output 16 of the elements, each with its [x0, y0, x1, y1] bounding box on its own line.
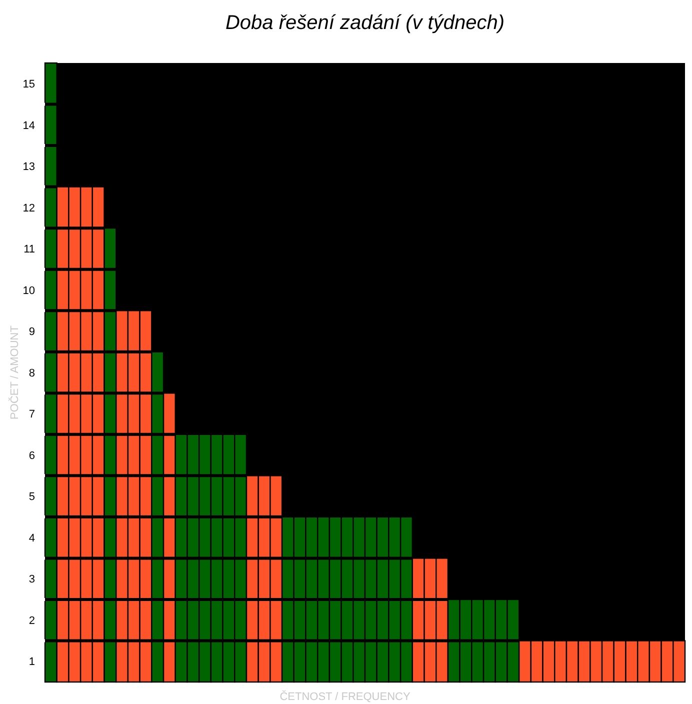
y-tick-label: 3 [28, 574, 35, 586]
y-tick-label: 5 [28, 491, 35, 504]
y-tick-label: 14 [22, 120, 35, 132]
y-tick-label: 6 [28, 450, 35, 462]
y-tick-label: 11 [24, 244, 35, 256]
y-tick-label: 2 [28, 614, 35, 627]
y-tick-label: 8 [28, 367, 35, 380]
y-tick-label: 9 [28, 326, 35, 338]
y-tick-label: 1 [28, 656, 35, 668]
chart-title: Doba řešení zadání (v týdnech) [225, 12, 505, 34]
y-tick-label: 12 [22, 202, 35, 214]
y-tick-label: 7 [28, 408, 35, 421]
y-tick-label: 15 [22, 78, 35, 90]
y-tick-label: 10 [22, 284, 35, 297]
y-tick-label: 13 [22, 161, 35, 174]
y-tick-label: 4 [28, 532, 35, 544]
